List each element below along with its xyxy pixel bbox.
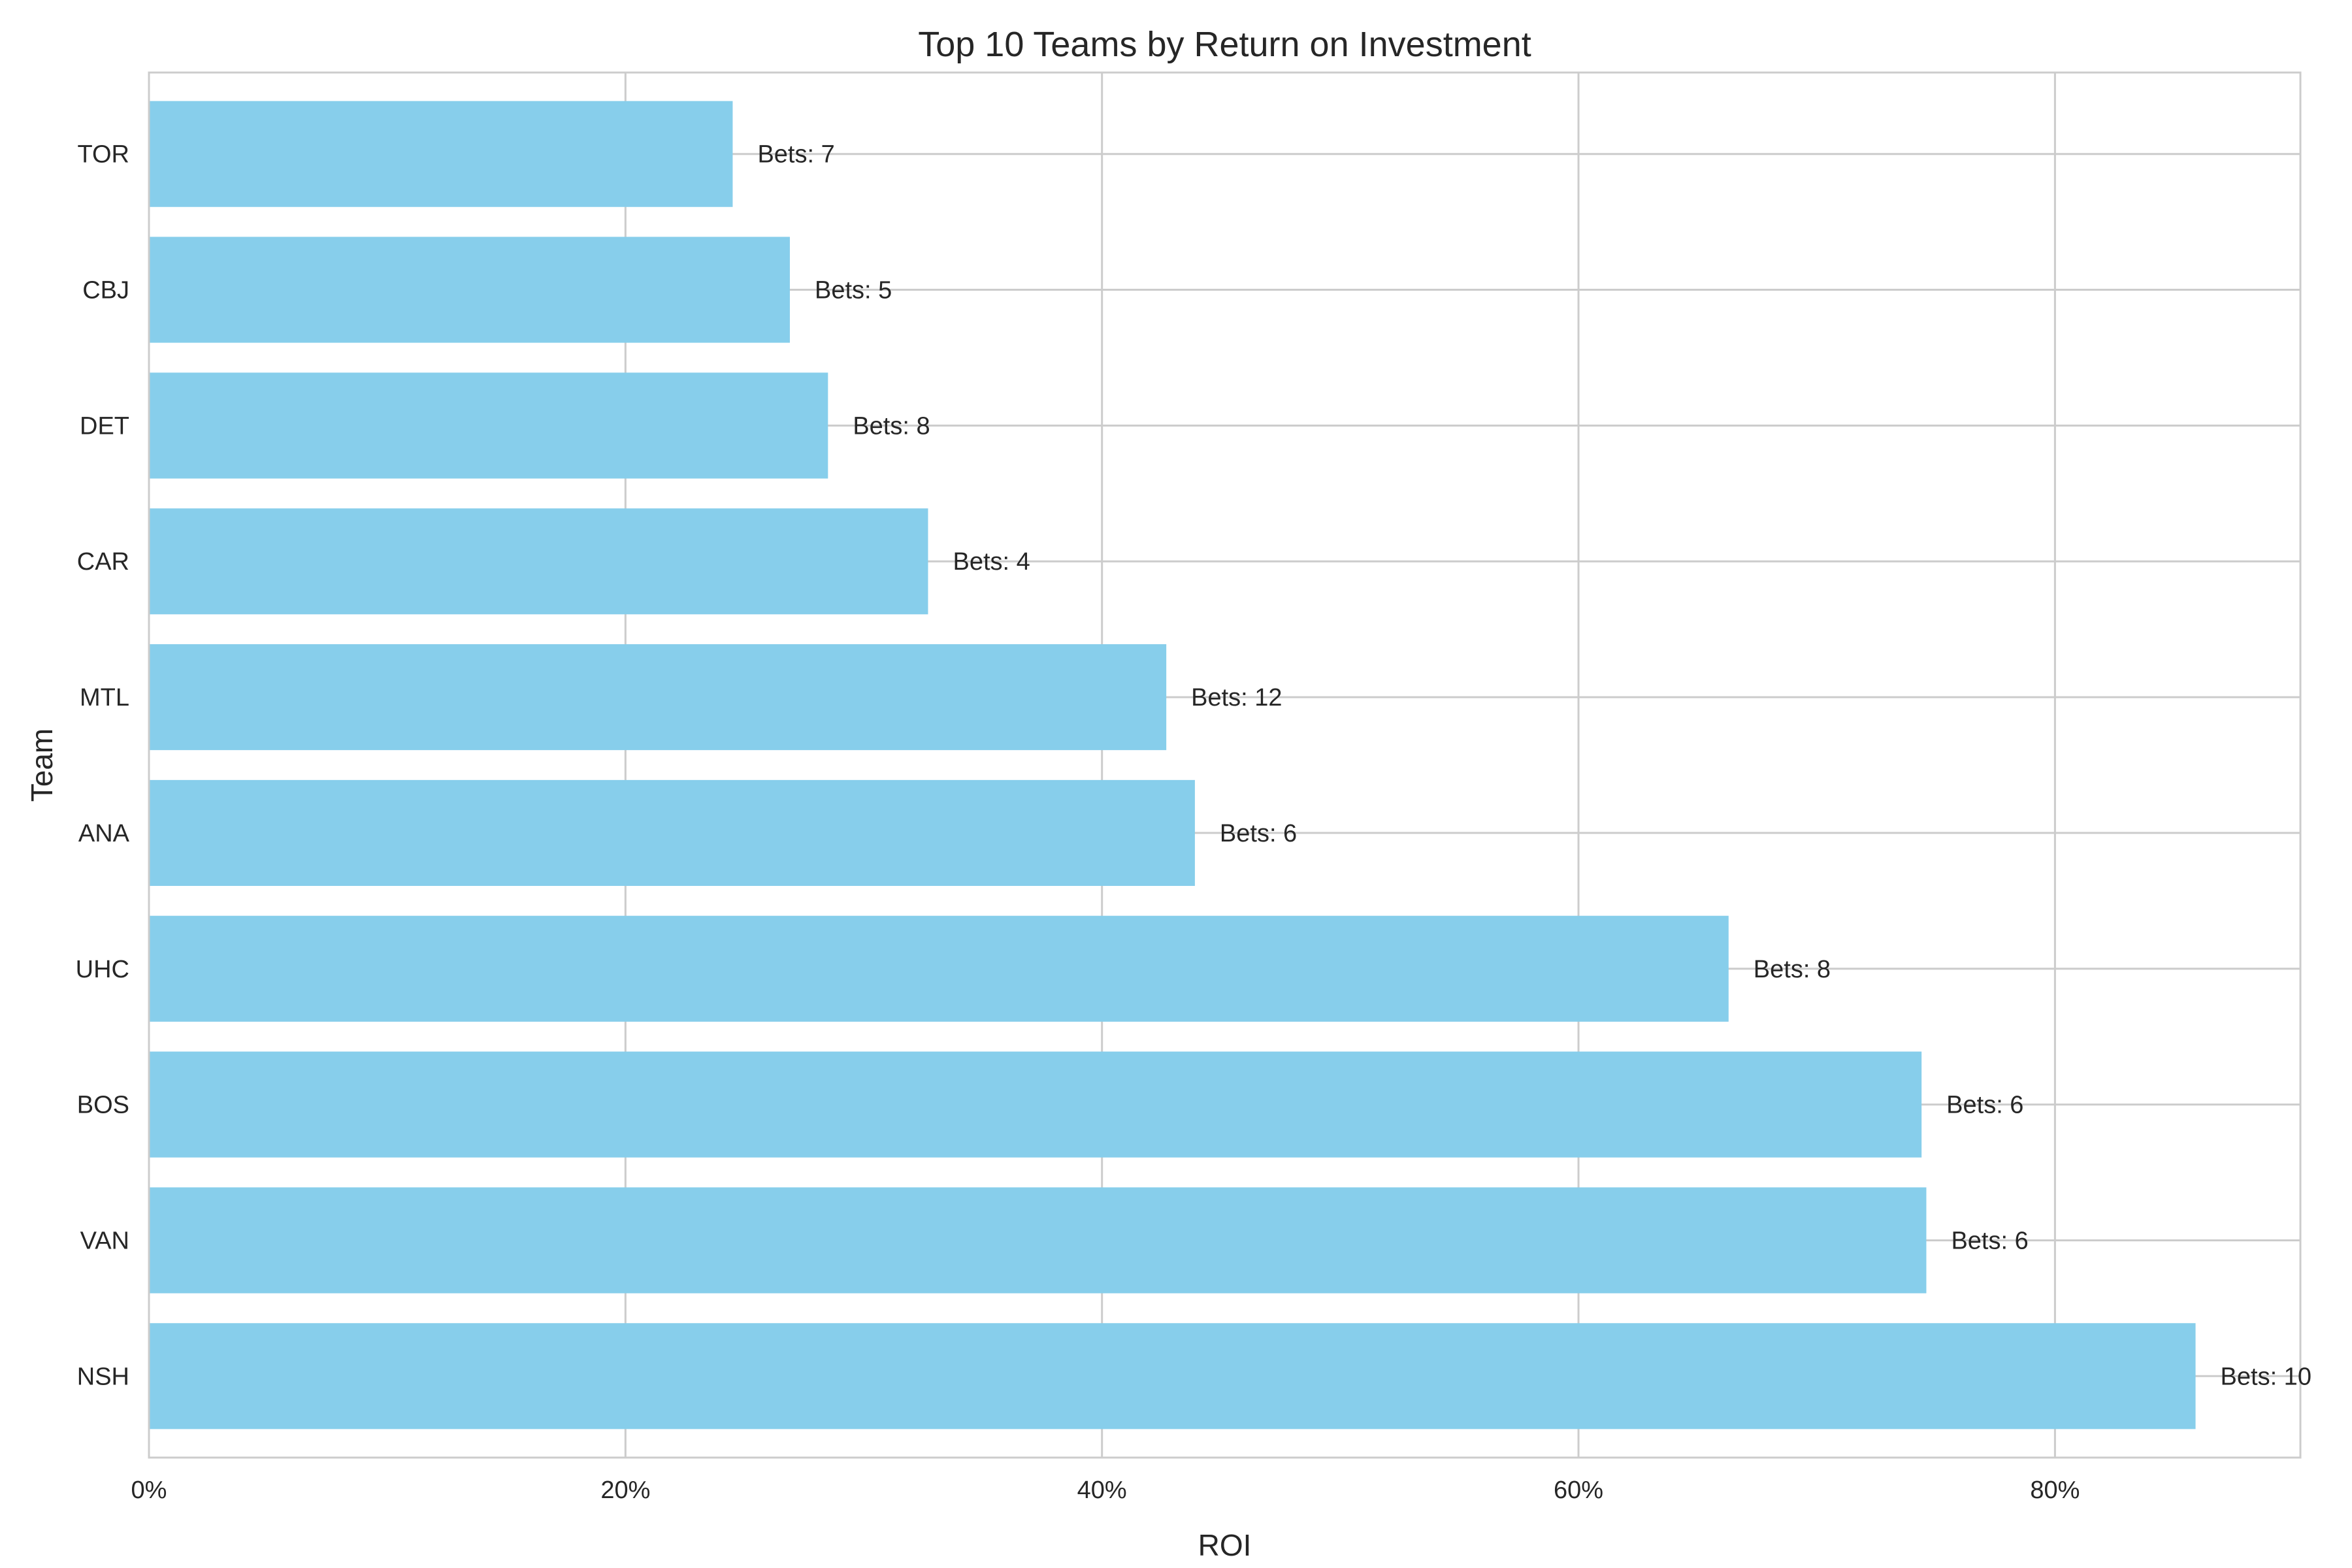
x-tick-label: 40% — [1077, 1477, 1127, 1504]
bar-data-label: Bets: 7 — [757, 141, 834, 169]
y-tick-label: NSH — [77, 1363, 129, 1390]
bar — [149, 237, 790, 343]
bar-data-label: Bets: 10 — [2221, 1363, 2311, 1390]
bar — [149, 1187, 1927, 1294]
bar-data-label: Bets: 5 — [815, 277, 892, 304]
x-tick-label: 60% — [1554, 1477, 1603, 1504]
y-tick-label: TOR — [77, 141, 129, 169]
y-tick-label: DET — [80, 412, 129, 440]
bar-data-label: Bets: 8 — [853, 412, 930, 440]
bar — [149, 644, 1167, 751]
x-axis-label: ROI — [1198, 1528, 1252, 1562]
bar — [149, 915, 1729, 1022]
bar-data-label: Bets: 4 — [953, 548, 1030, 576]
y-tick-label: VAN — [80, 1227, 129, 1254]
x-tick-label: 80% — [2030, 1477, 2080, 1504]
bar-data-label: Bets: 6 — [1220, 820, 1297, 847]
y-tick-label: UHC — [76, 956, 129, 983]
bar — [149, 779, 1195, 886]
y-axis-label: Team — [25, 728, 59, 802]
y-tick-label: MTL — [80, 684, 129, 711]
bar — [149, 508, 928, 615]
bar-data-label: Bets: 6 — [1951, 1227, 2028, 1254]
bar-data-label: Bets: 8 — [1754, 956, 1831, 983]
y-tick-label: ANA — [78, 820, 130, 847]
bar — [149, 101, 733, 207]
bar — [149, 1323, 2196, 1429]
bar-data-label: Bets: 12 — [1191, 684, 1282, 711]
ticks-layer: 0% 20% 40% 60% 80% TOR CBJ DET CAR MTL ANA UHC BOS VA… — [76, 141, 2080, 1504]
y-tick-label: BOS — [77, 1092, 129, 1119]
bar — [149, 1051, 1922, 1158]
bar — [149, 372, 828, 479]
bar-labels-layer: Bets: 7 Bets: 5 Bets: 8 Bets: 4 Bets: 12 Bets… — [757, 141, 2311, 1391]
plot-frame — [148, 71, 2302, 1459]
bar-data-label: Bets: 6 — [1946, 1092, 2023, 1119]
x-tick-label: 0% — [131, 1477, 167, 1504]
bars-layer — [149, 101, 2196, 1429]
y-tick-label: CBJ — [82, 277, 129, 304]
chart-title: Top 10 Teams by Return on Investment — [918, 25, 1531, 64]
y-tick-label: CAR — [77, 548, 129, 576]
x-tick-label: 20% — [600, 1477, 650, 1504]
